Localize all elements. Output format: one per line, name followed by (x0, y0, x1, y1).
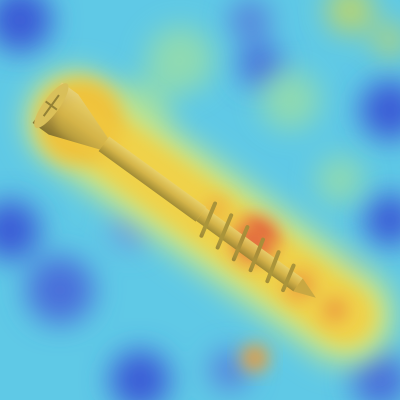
screw-drive-slot (42, 94, 60, 117)
heatmap-overlay-wash (55, 100, 365, 335)
heatmap-isolated-spot (241, 344, 269, 372)
